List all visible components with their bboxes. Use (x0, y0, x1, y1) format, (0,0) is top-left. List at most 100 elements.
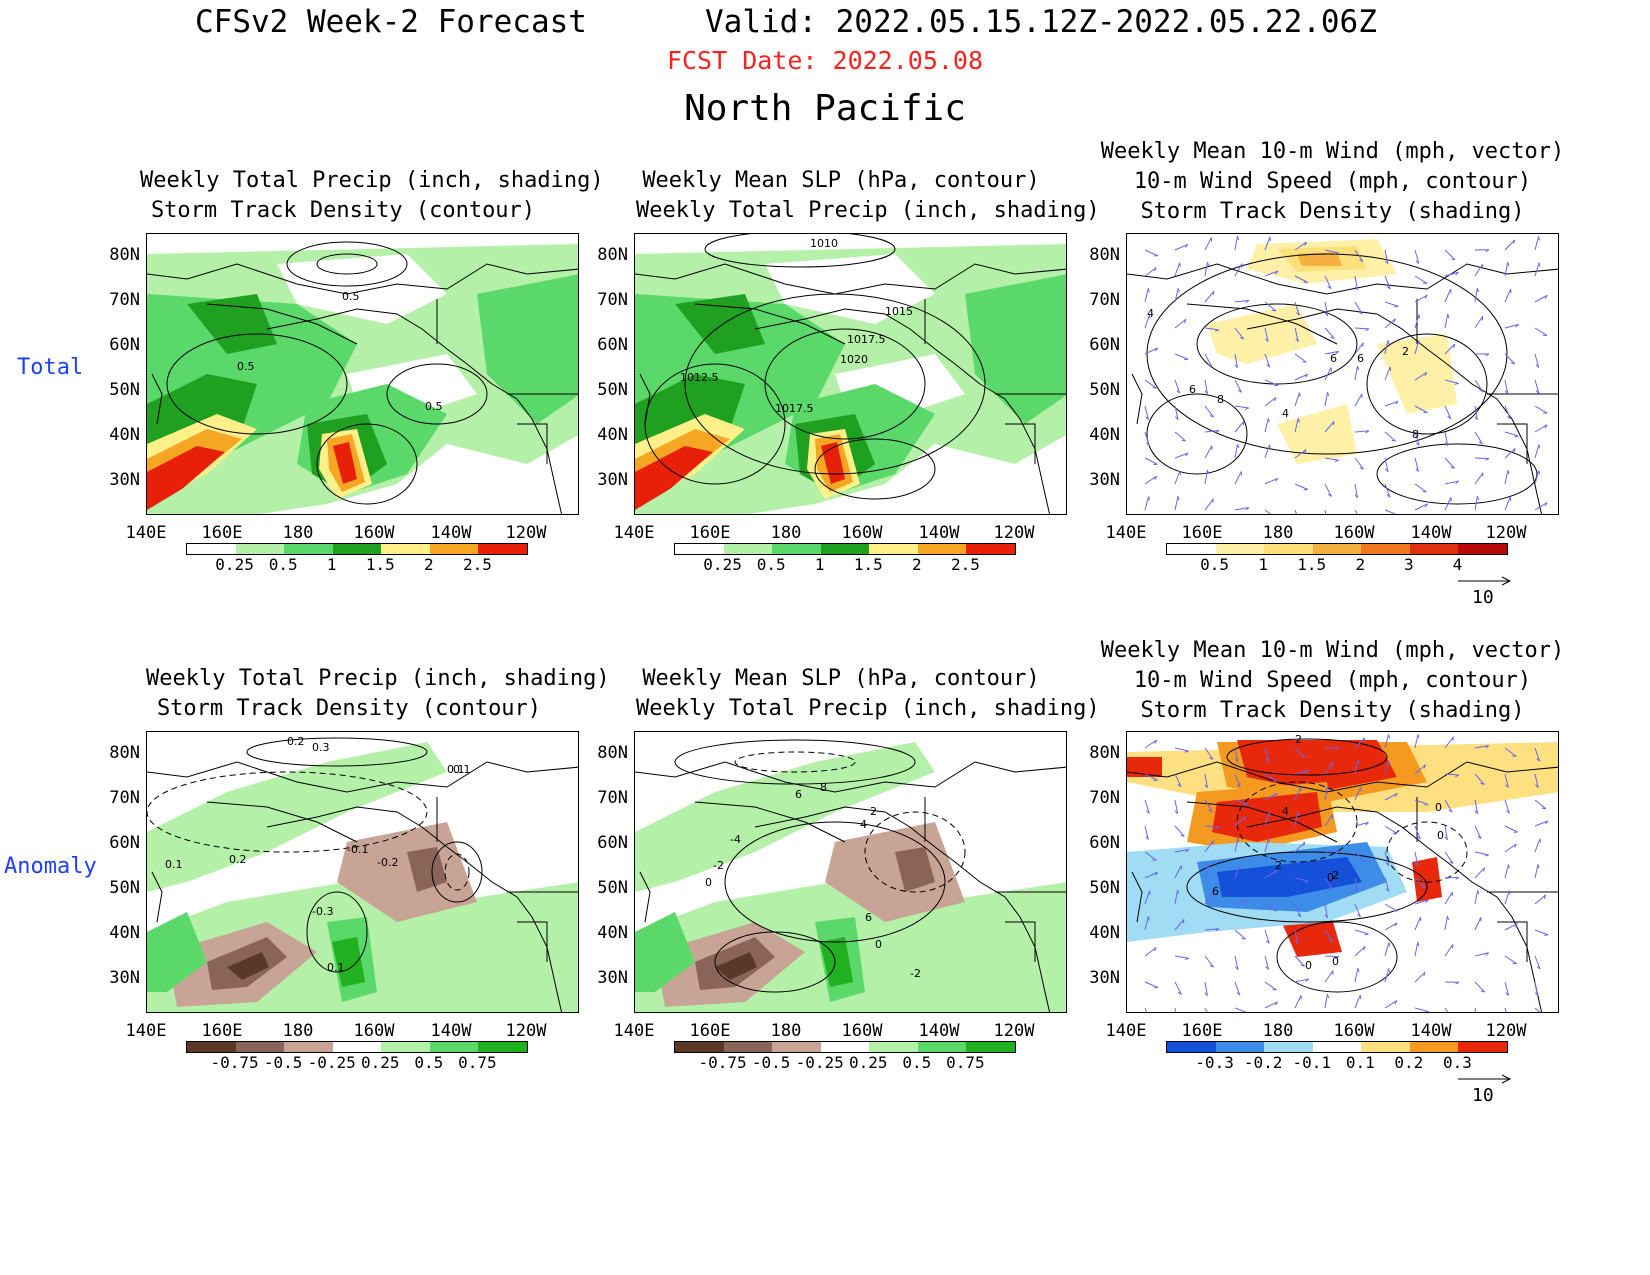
wind-vector-head (1545, 820, 1549, 825)
wind-vector (1354, 787, 1362, 801)
colorbar-label: 2 (912, 555, 922, 574)
wind-vector-head (1209, 414, 1214, 418)
wind-vector (1264, 903, 1278, 911)
wind-vector (1444, 249, 1456, 261)
lat-tick-label: 80N (597, 743, 628, 763)
wind-vector (1534, 327, 1548, 336)
colorbar-label: 0.5 (414, 1053, 444, 1072)
wind-vector (1354, 851, 1366, 863)
colorbar-swatch (284, 544, 333, 554)
wind-vector (1144, 347, 1158, 355)
contour-label: 0 (875, 938, 882, 951)
wind-vector (1144, 475, 1157, 485)
wind-vector-head (1152, 859, 1157, 861)
colorbar-label: 2 (424, 555, 434, 574)
wind-vector-head (1364, 933, 1369, 936)
lon-tick-label: 140E (1105, 523, 1147, 543)
wind-vector-head (1544, 502, 1548, 507)
shading-region (277, 254, 447, 324)
contour-label: 0.1 (453, 763, 471, 776)
colorbar-swatch (1458, 1042, 1508, 1052)
wind-vector-head (1148, 314, 1151, 319)
coastline (635, 761, 1066, 793)
wind-vector (1414, 340, 1420, 355)
contour-label: 1017.5 (847, 333, 886, 346)
wind-vector (1384, 431, 1396, 442)
wind-vector (1294, 769, 1309, 775)
wind-vector (1384, 483, 1391, 498)
wind-vector (1504, 379, 1509, 394)
wind-vector (1234, 981, 1241, 996)
panel-title-total-slp: Weekly Mean SLP (hPa, contour) Weekly To… (636, 168, 1100, 223)
coastline (206, 801, 358, 843)
shading-region (1207, 304, 1317, 364)
wind-vector-head (1154, 947, 1157, 952)
wind-vector (1444, 379, 1459, 384)
lon-tick-label: 160W (353, 1021, 395, 1041)
contour-label: 0 (1327, 871, 1334, 884)
wind-vector (1234, 747, 1239, 762)
wind-vector (1174, 919, 1185, 931)
wind-vector-head (1478, 441, 1483, 445)
wind-vector (1264, 509, 1272, 514)
wind-vector (1204, 445, 1213, 459)
wind-vector-head (1304, 241, 1307, 246)
lon-tick-label: 140W (430, 523, 472, 543)
colorbar-swatch (381, 1042, 430, 1052)
wind-vector (1504, 773, 1509, 788)
lat-tick-label: 70N (109, 788, 140, 808)
wind-vector (1444, 480, 1459, 485)
wind-vector-head (1535, 364, 1540, 368)
wind-vector (1324, 761, 1333, 775)
shading-region (1212, 792, 1322, 842)
lon-tick-label: 180 (282, 523, 314, 543)
row-label-total: Total (17, 355, 84, 380)
wind-vector-head (1538, 236, 1541, 241)
wind-vector-head (1297, 812, 1300, 817)
wind-vector (1174, 848, 1189, 853)
coastline (517, 921, 548, 962)
wind-vector (1504, 496, 1511, 511)
wind-vector-head (1537, 864, 1540, 869)
wind-vector-head (1362, 342, 1364, 347)
wind-vector-head (1506, 810, 1510, 814)
lat-tick-label: 80N (109, 245, 140, 265)
wind-vector (1294, 509, 1297, 514)
contour-label: 2 (1275, 859, 1282, 872)
colorbar-swatch (675, 544, 724, 554)
wind-vector (1174, 379, 1181, 394)
wind-vector (1444, 851, 1454, 864)
lat-tick-label: 80N (1089, 245, 1120, 265)
lon-tick-label: 120W (505, 523, 547, 543)
wind-vector (1504, 239, 1516, 251)
coastline (1131, 871, 1143, 923)
colorbar-swatch (429, 544, 479, 554)
wind-vector (1174, 288, 1179, 303)
wind-vector (1534, 470, 1540, 485)
wind-vector-head (1394, 792, 1398, 797)
panel-title-anom-precip: Weekly Total Precip (inch, shading) Stor… (146, 666, 610, 721)
colorbar-label: 1 (326, 555, 337, 574)
wind-vector (1144, 739, 1157, 749)
colorbar-label: 2.5 (462, 555, 492, 574)
wind-vector (1264, 353, 1271, 368)
contour-label: 0 (1435, 801, 1442, 814)
contour-label: 4 (860, 818, 867, 831)
shading-region (635, 446, 713, 510)
wind-vector-head (1357, 760, 1360, 765)
wind-vector (1354, 509, 1358, 514)
wind-vector-head (1245, 507, 1250, 511)
wind-vector (1174, 496, 1179, 511)
lon-tick-label: 160W (841, 523, 883, 543)
wind-vector-head (1513, 448, 1516, 453)
wind-vector (1324, 275, 1332, 289)
wind-vector-head (1334, 459, 1339, 463)
lat-tick-label: 50N (597, 878, 628, 898)
wind-vector (1444, 271, 1459, 277)
coastline (1497, 921, 1528, 962)
wind-vector (1294, 392, 1300, 407)
wind-vector (1294, 483, 1309, 490)
wind-vector-head (1335, 350, 1340, 355)
wind-vector (1354, 760, 1359, 775)
